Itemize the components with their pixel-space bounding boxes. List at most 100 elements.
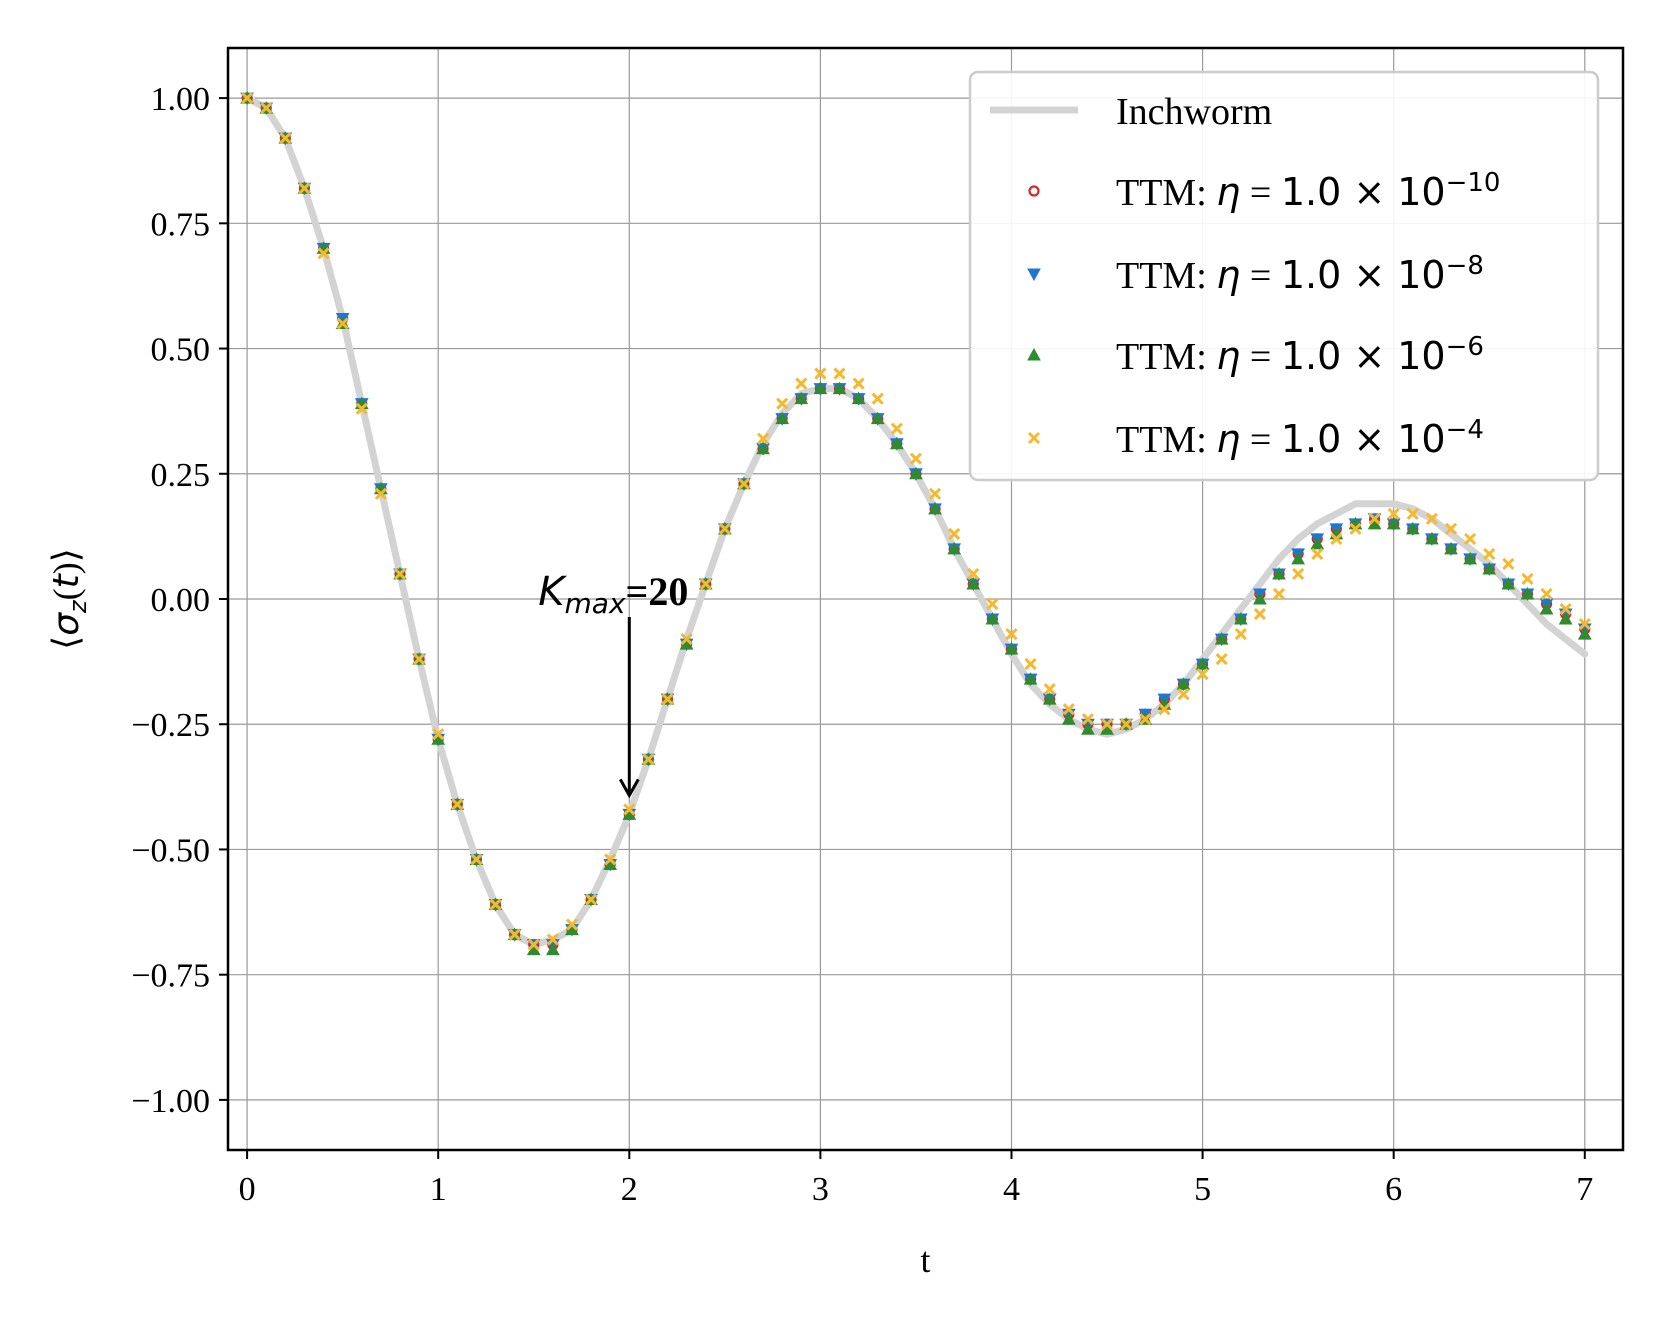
scatter-markers-layer (240, 91, 1592, 956)
data-point (1233, 611, 1248, 625)
legend-label: TTM: η = 1.0 × 10−10 (1116, 168, 1500, 214)
data-point (1425, 512, 1438, 525)
data-point (1139, 713, 1152, 726)
data-point (1158, 703, 1171, 716)
data-point (928, 487, 942, 500)
data-point (852, 377, 865, 390)
data-point (986, 597, 999, 611)
data-point (1023, 672, 1038, 685)
data-point (1004, 642, 1019, 655)
scatter-series-4 (241, 92, 1591, 951)
data-point (1540, 587, 1553, 601)
x-tick-label: 1 (430, 1171, 447, 1208)
data-point (1272, 566, 1286, 580)
data-point (967, 567, 980, 581)
data-point (1214, 632, 1229, 645)
data-point (1387, 507, 1400, 520)
data-point (336, 317, 349, 330)
data-point (279, 132, 292, 145)
y-tick-label: −0.75 (131, 958, 210, 995)
x-tick-label: 0 (239, 1171, 256, 1208)
data-point (775, 411, 790, 425)
data-point (1062, 703, 1075, 716)
data-point (585, 893, 598, 906)
data-point (527, 938, 540, 951)
data-point (1558, 611, 1573, 625)
data-point (1405, 521, 1420, 535)
data-point (413, 653, 426, 666)
x-tick-label: 6 (1385, 1171, 1402, 1208)
data-point (1081, 722, 1095, 735)
data-point (317, 247, 330, 260)
kmax-arrow-head (618, 778, 640, 799)
data-point (776, 397, 789, 410)
data-point (1292, 567, 1305, 581)
kmax-annotation: Kmax=20 (538, 569, 688, 799)
x-tick-label: 4 (1003, 1171, 1020, 1208)
axis-ticks: 0 1 2 3 4 5 6 7 1.00 0.75 0.50 0.25 0.00 −0.25 −0.50 −0… (131, 81, 1593, 1208)
y-tick-label: −1.00 (131, 1083, 210, 1120)
data-point (1464, 532, 1477, 545)
data-point (851, 391, 866, 405)
data-point (794, 391, 809, 405)
data-point (718, 522, 731, 535)
data-point (1177, 688, 1190, 701)
data-point (966, 576, 981, 590)
data-point (756, 441, 770, 455)
data-point (1100, 718, 1114, 731)
data-point (508, 928, 521, 941)
legend-marker (1027, 347, 1041, 361)
data-point (1368, 512, 1381, 525)
legend-box (968, 70, 1600, 482)
data-point (1176, 677, 1191, 690)
data-point (795, 377, 808, 390)
data-point (871, 392, 884, 405)
data-point (985, 611, 1000, 625)
data-point (1520, 586, 1535, 600)
data-point (374, 487, 387, 500)
data-point (813, 381, 828, 395)
data-point (1482, 561, 1497, 575)
data-point (1521, 572, 1534, 586)
data-point (432, 728, 445, 741)
x-tick-label: 5 (1194, 1171, 1211, 1208)
legend-label: TTM: η = 1.0 × 10−6 (1116, 332, 1484, 378)
data-point (642, 753, 655, 766)
legend-marker (1027, 268, 1041, 282)
data-point (604, 853, 617, 866)
legend-label: TTM: η = 1.0 × 10−4 (1116, 415, 1484, 461)
data-point (757, 432, 770, 445)
legend-marker (1027, 431, 1041, 445)
data-point (870, 411, 885, 425)
data-point (1291, 551, 1305, 565)
data-point (1444, 522, 1458, 535)
data-point (1310, 536, 1325, 550)
y-tick-label: 0.50 (151, 332, 211, 369)
data-point (890, 422, 903, 435)
kmax-label: Kmax=20 (538, 569, 688, 620)
data-point (889, 436, 904, 450)
data-point (1425, 531, 1439, 545)
data-point (1215, 653, 1228, 666)
data-point (1578, 617, 1591, 631)
data-point (1311, 547, 1324, 560)
data-point (1195, 657, 1210, 670)
data-point (1272, 587, 1286, 601)
data-point (1501, 576, 1516, 590)
data-point (1349, 522, 1362, 535)
y-tick-label: 0.75 (151, 206, 211, 243)
data-point (737, 477, 751, 490)
legend-label: TTM: η = 1.0 × 10−8 (1116, 251, 1484, 297)
x-tick-label: 3 (812, 1171, 829, 1208)
data-point (470, 853, 483, 866)
data-point (1253, 607, 1266, 621)
legend: Inchworm TTM: η = 1.0 × 10−10 TTM: η = 1.0… (968, 70, 1600, 482)
data-point (1406, 507, 1419, 520)
y-tick-label: −0.50 (131, 832, 210, 869)
data-point (298, 182, 311, 195)
y-tick-label: 0.25 (151, 457, 211, 494)
data-point (489, 898, 502, 911)
data-point (1463, 551, 1477, 565)
data-point (1559, 602, 1572, 616)
y-tick-label: 0.00 (151, 582, 211, 619)
